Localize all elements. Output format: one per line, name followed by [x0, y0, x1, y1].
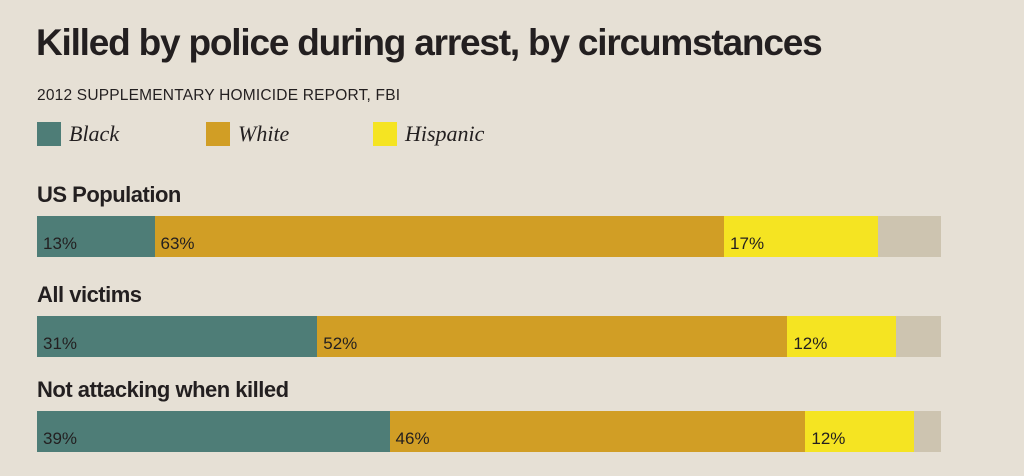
- legend-swatch-black: [37, 122, 61, 146]
- bar-segment-white: 63%: [154, 216, 725, 257]
- bar-us-population: 13% 63% 17%: [37, 216, 941, 257]
- data-label-white: 63%: [160, 234, 195, 253]
- data-label-black: 31%: [43, 334, 78, 353]
- chart-subtitle: 2012 SUPPLEMENTARY HOMICIDE REPORT, FBI: [37, 87, 401, 104]
- data-label-black: 13%: [43, 234, 78, 253]
- data-label-black: 39%: [43, 429, 78, 448]
- legend-label-black: Black: [69, 121, 120, 146]
- bar-segment-white: 52%: [317, 316, 788, 357]
- bar-segment-white: 46%: [389, 411, 806, 452]
- data-label-hispanic: 12%: [793, 334, 828, 353]
- bar-all-victims: 31% 52% 12%: [37, 316, 941, 357]
- legend-item-hispanic: Hispanic: [373, 120, 484, 148]
- chart-title: Killed by police during arrest, by circu…: [36, 22, 823, 63]
- bar-segment-black: 39%: [37, 411, 390, 452]
- bar-segment-black: 31%: [37, 316, 318, 357]
- bar-segment-black: 13%: [37, 216, 155, 257]
- legend-swatch-white: [206, 122, 230, 146]
- category-label-not-attacking: Not attacking when killed: [37, 377, 289, 402]
- category-label-all-victims: All victims: [37, 282, 142, 307]
- legend: Black White Hispanic: [37, 120, 737, 148]
- bar-segment-hispanic: 17%: [724, 216, 878, 257]
- data-label-hispanic: 17%: [730, 234, 765, 253]
- legend-swatch-hispanic: [373, 122, 397, 146]
- legend-item-white: White: [206, 120, 289, 148]
- category-label-us-population: US Population: [37, 182, 181, 207]
- bar-segment-hispanic: 12%: [787, 316, 896, 357]
- data-label-white: 52%: [323, 334, 358, 353]
- data-label-white: 46%: [395, 429, 430, 448]
- data-label-hispanic: 12%: [811, 429, 846, 448]
- bar-segment-hispanic: 12%: [805, 411, 914, 452]
- legend-item-black: Black: [37, 120, 119, 148]
- legend-label-hispanic: Hispanic: [405, 121, 485, 146]
- bar-not-attacking: 39% 46% 12%: [37, 411, 941, 452]
- legend-label-white: White: [238, 121, 290, 146]
